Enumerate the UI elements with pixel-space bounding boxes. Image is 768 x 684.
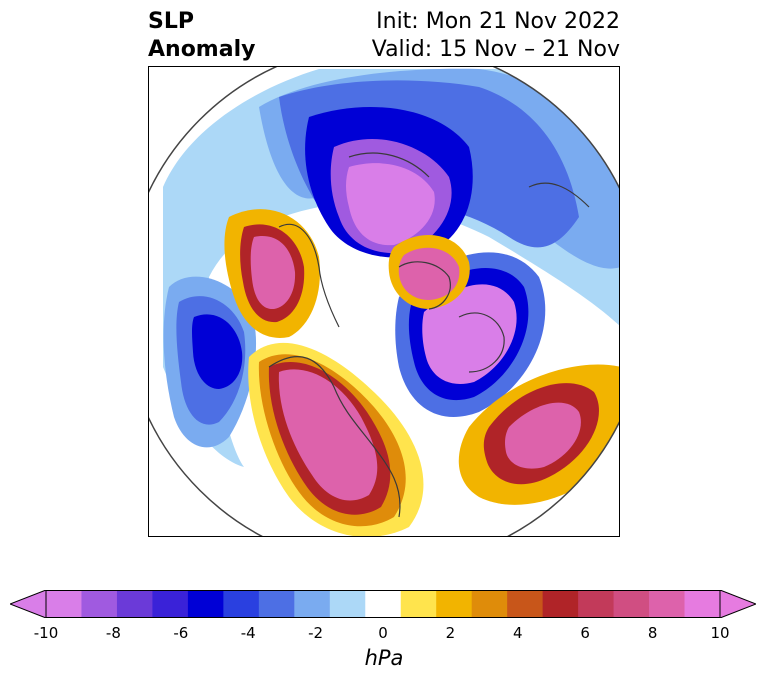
coastlines	[268, 152, 590, 518]
title-line-2: Anomaly	[148, 37, 256, 62]
colorbar-segment	[365, 590, 402, 618]
colorbar-segment	[81, 590, 118, 618]
colorbar-segment	[507, 590, 544, 618]
init-date: Init: Mon 21 Nov 2022	[376, 9, 620, 34]
colorbar-segment	[542, 590, 579, 618]
colorbar-segment	[578, 590, 615, 618]
map-title: SLP Anomaly	[148, 8, 255, 64]
colorbar-tick-label: -4	[240, 624, 256, 642]
colorbar-tick-label: -8	[105, 624, 121, 642]
colorbar-tick-label: -10	[33, 624, 59, 642]
colorbar-segment	[46, 590, 82, 618]
positive-anomaly-na-core	[278, 369, 378, 501]
colorbar-tick-label: 6	[580, 624, 590, 642]
colorbar-tick-label: 10	[710, 624, 730, 642]
colorbar-segment	[187, 590, 224, 618]
colorbar-segment	[258, 590, 295, 618]
colorbar-segment	[294, 590, 331, 618]
colorbar-unit: hPa	[364, 646, 404, 670]
colorbar-segment	[400, 590, 437, 618]
colorbar-segment	[471, 590, 508, 618]
positive-anomaly-atlantic-core	[505, 402, 581, 469]
colorbar-extend-min	[10, 590, 47, 618]
colorbar-tick-label: -6	[173, 624, 189, 642]
colorbar-segment	[152, 590, 189, 618]
negative-anomaly-west-core	[192, 314, 243, 389]
negative-anomaly-east-core	[422, 284, 517, 385]
map-panel	[148, 66, 620, 537]
map-dates: Init: Mon 21 Nov 2022 Valid: 15 Nov – 21…	[372, 8, 620, 64]
colorbar-tick-label: 4	[513, 624, 523, 642]
title-line-1: SLP	[148, 9, 194, 34]
valid-range: Valid: 15 Nov – 21 Nov	[371, 37, 620, 62]
colorbar	[10, 590, 756, 618]
colorbar-tick-label: 2	[445, 624, 456, 642]
colorbar-tick-label: 0	[378, 624, 388, 642]
positive-anomaly-arctic-core	[398, 247, 460, 300]
colorbar-segment	[684, 590, 721, 618]
anomaly-map	[149, 67, 619, 536]
colorbar-tick-label: 8	[647, 624, 658, 642]
colorbar-segment	[329, 590, 366, 618]
colorbar-segment	[436, 590, 473, 618]
colorbar-segment	[223, 590, 260, 618]
positive-anomaly-north-core	[250, 236, 296, 310]
colorbar-segment	[649, 590, 686, 618]
colorbar-segment	[116, 590, 153, 618]
colorbar-frame	[45, 590, 721, 618]
colorbar-tick-label: -2	[308, 624, 324, 642]
colorbar-segment	[613, 590, 650, 618]
colorbar-extend-max	[719, 590, 756, 618]
negative-anomaly-ne-center	[346, 163, 435, 246]
